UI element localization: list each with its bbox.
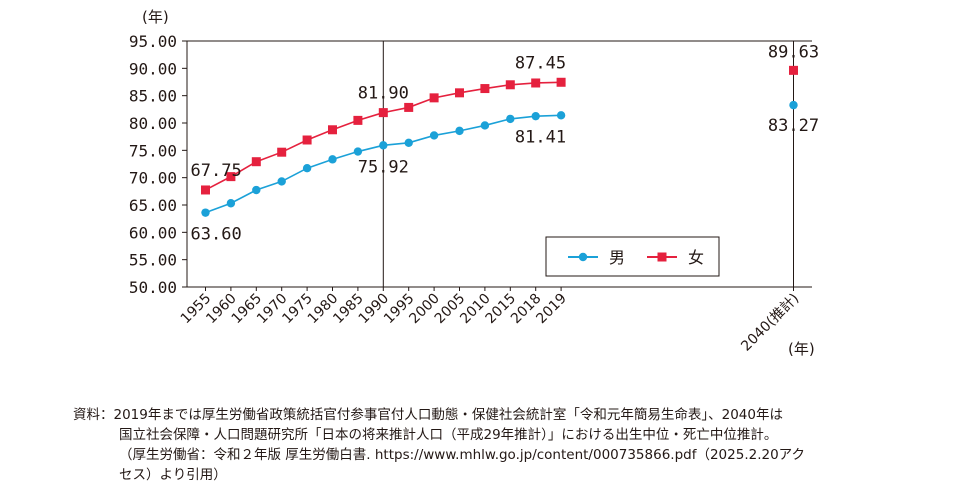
- marker-female-1995: [404, 102, 414, 112]
- y-tick-label: 80.00: [129, 114, 177, 133]
- marker-female-2005: [455, 88, 464, 98]
- data-label-female-1955: 67.75: [191, 161, 242, 181]
- source-note: 資料：2019年までは厚生労働省政策統括官付参事官付人口動態・保健社会統計室「令…: [73, 405, 943, 485]
- legend-marker-female: [657, 252, 667, 262]
- marker-female-2018: [531, 78, 541, 88]
- y-tick-label: 85.00: [129, 87, 177, 106]
- source-line-3: （厚生労働省：令和２年版 厚生労働白書. https://www.mhlw.go…: [119, 447, 805, 463]
- marker-male-2015: [506, 114, 515, 124]
- marker-female-1975: [302, 135, 312, 145]
- markers: [201, 65, 798, 217]
- y-tick-label: 50.00: [129, 278, 177, 297]
- x-axis: 1955196019651970197519801985199019952000…: [178, 287, 802, 355]
- marker-female-2019: [556, 77, 566, 87]
- y-tick-label: 95.00: [129, 32, 177, 51]
- marker-male-2000: [429, 131, 439, 140]
- marker-female-1985: [353, 115, 363, 125]
- source-line-4: セス）より引用）: [119, 467, 227, 483]
- marker-male-1965: [252, 185, 261, 195]
- y-tick-label: 55.00: [129, 251, 177, 270]
- data-label-male-2019: 81.41: [515, 127, 566, 147]
- data-label-male-2040(推計): 83.27: [768, 116, 819, 136]
- data-label-female-2040(推計): 89.63: [768, 42, 819, 62]
- marker-male-2040(推計): [789, 100, 798, 110]
- y-tick-label: 75.00: [129, 141, 177, 160]
- data-label-male-1955: 63.60: [191, 225, 242, 245]
- legend-marker-male: [578, 252, 588, 262]
- marker-male-1985: [353, 147, 363, 156]
- marker-male-2018: [531, 111, 540, 121]
- marker-male-1970: [277, 177, 286, 186]
- y-tick-label: 60.00: [129, 223, 177, 242]
- marker-female-2015: [505, 80, 515, 90]
- x-tick-label: 2019: [533, 291, 570, 328]
- marker-male-1975: [302, 164, 312, 173]
- y-tick-label: 65.00: [129, 196, 177, 215]
- marker-female-2000: [429, 93, 439, 103]
- marker-male-1995: [404, 138, 413, 147]
- marker-female-1990: [378, 108, 388, 118]
- x-axis-unit: (年): [788, 340, 815, 358]
- marker-female-1970: [277, 147, 287, 157]
- data-label-male-1990: 75.92: [358, 157, 409, 177]
- marker-female-1955: [201, 185, 210, 195]
- legend: 男 女: [545, 236, 720, 277]
- marker-male-2019: [556, 111, 566, 120]
- marker-female-1965: [251, 157, 261, 167]
- marker-female-2010: [480, 84, 490, 94]
- y-axis-unit: (年): [142, 8, 169, 26]
- data-labels: 67.75 63.60 81.90 75.92 87.45 81.41 89.63 83.27: [191, 42, 820, 244]
- marker-male-2010: [480, 121, 490, 130]
- marker-female-1960: [226, 172, 236, 182]
- marker-male-2005: [455, 126, 464, 136]
- marker-male-1955: [201, 208, 210, 217]
- y-tick-label: 90.00: [129, 59, 177, 78]
- marker-male-1990: [379, 141, 388, 150]
- grid: [186, 40, 812, 288]
- legend-label-male: 男: [609, 248, 625, 267]
- marker-female-1980: [328, 125, 337, 135]
- marker-male-1960: [226, 199, 236, 208]
- data-label-female-1990: 81.90: [358, 84, 409, 104]
- data-label-female-2019: 87.45: [515, 53, 566, 73]
- source-line-2: 国立社会保障・人口問題研究所「日本の将来推計人口（平成29年推計）」における出生…: [119, 427, 778, 443]
- marker-female-2040(推計): [789, 65, 798, 75]
- y-tick-label: 70.00: [129, 169, 177, 188]
- marker-male-1980: [328, 155, 337, 164]
- y-axis: 95.00 90.00 85.00 80.00 75.00 70.00 65.00 60.00…: [129, 32, 187, 297]
- legend-label-female: 女: [688, 248, 704, 267]
- life-expectancy-chart: 95.00 90.00 85.00 80.00 75.00 70.00 65.00 60.00…: [129, 8, 820, 358]
- source-line-1: 資料：2019年までは厚生労働省政策統括官付参事官付人口動態・保健社会統計室「令…: [73, 407, 783, 423]
